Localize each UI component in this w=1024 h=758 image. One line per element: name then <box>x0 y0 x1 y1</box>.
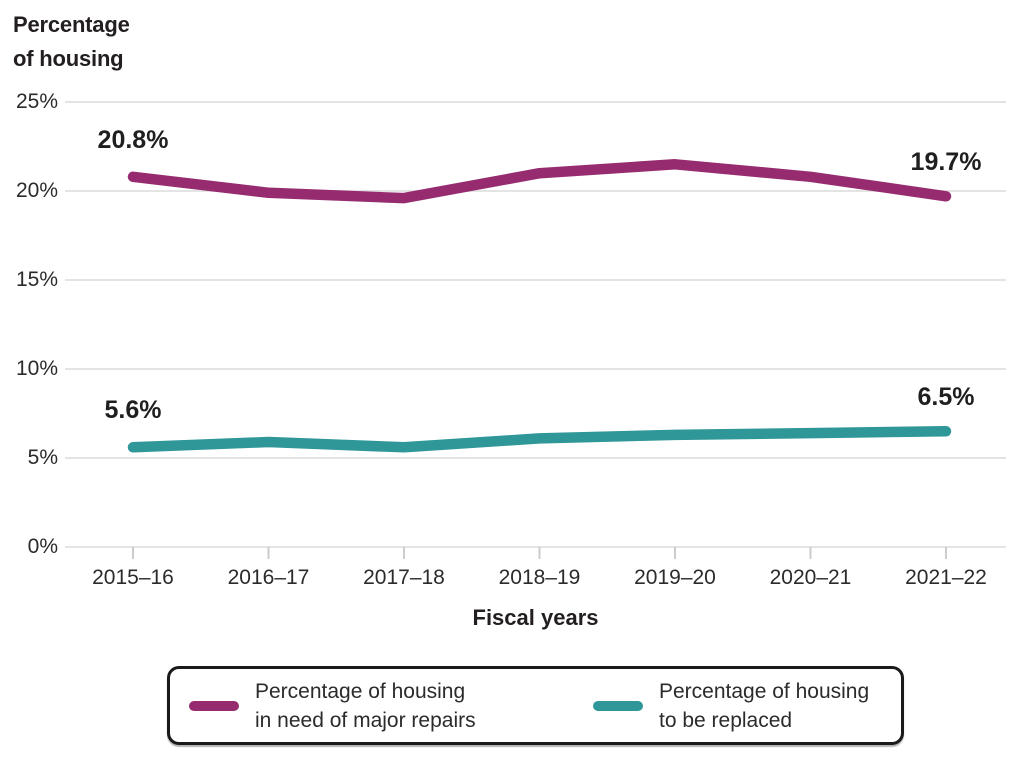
series-line <box>127 159 952 204</box>
legend-label-major-repairs-line1: Percentage of housing <box>255 679 466 703</box>
legend: Percentage of housing in need of major r… <box>167 666 904 745</box>
data-label-last: 6.5% <box>917 383 975 412</box>
x-axis-tick-label: 2017–18 <box>363 566 445 589</box>
y-axis-tick-label: 5% <box>27 446 58 469</box>
y-axis-tick-label: 0% <box>27 535 58 558</box>
legend-label-major-repairs: Percentage of housing in need of major r… <box>255 677 476 735</box>
y-axis-tick-label: 20% <box>15 179 58 202</box>
legend-swatch-major-repairs <box>189 700 239 711</box>
legend-swatch-to-be-replaced <box>593 700 643 711</box>
y-axis-tick-label: 15% <box>15 268 58 291</box>
chart-title-line2: of housing <box>13 46 124 71</box>
legend-label-to-be-replaced: Percentage of housing to be replaced <box>659 677 869 735</box>
data-label-last: 19.7% <box>910 148 982 177</box>
chart-title: Percentage of housing <box>13 8 130 76</box>
x-axis-tick-label: 2018–19 <box>498 566 581 589</box>
x-axis-title: Fiscal years <box>472 605 599 630</box>
y-axis-tick-label: 10% <box>15 357 58 380</box>
x-axis-tick-label: 2016–17 <box>227 566 310 589</box>
y-axis-tick-label: 25% <box>15 90 58 113</box>
legend-item-to-be-replaced: Percentage of housing to be replaced <box>593 669 869 742</box>
legend-item-major-repairs: Percentage of housing in need of major r… <box>189 669 476 742</box>
x-axis-tick-label: 2019–20 <box>634 566 716 589</box>
legend-label-major-repairs-line2: in need of major repairs <box>255 708 476 732</box>
chart-title-line1: Percentage <box>13 12 130 37</box>
series-line <box>127 426 952 453</box>
x-axis-tick-label: 2015–16 <box>92 566 174 589</box>
x-axis-tick-label: 2021–22 <box>905 566 987 589</box>
data-label-first: 20.8% <box>97 125 169 154</box>
data-label-first: 5.6% <box>104 396 162 425</box>
legend-label-to-be-replaced-line2: to be replaced <box>659 708 793 732</box>
legend-label-to-be-replaced-line1: Percentage of housing <box>659 679 870 703</box>
x-axis-tick-label: 2020–21 <box>769 566 852 589</box>
